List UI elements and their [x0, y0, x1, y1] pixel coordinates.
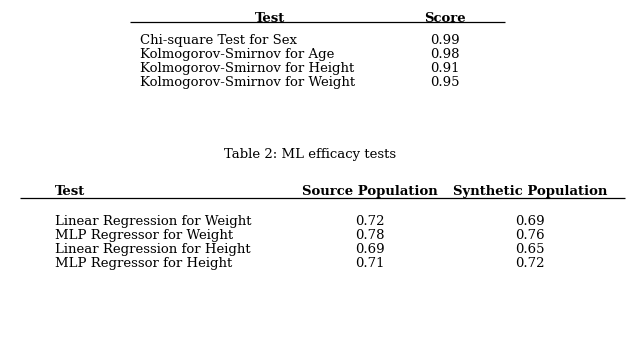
Text: 0.69: 0.69: [355, 243, 385, 256]
Text: 0.71: 0.71: [355, 257, 385, 270]
Text: 0.76: 0.76: [515, 229, 545, 242]
Text: 0.78: 0.78: [355, 229, 385, 242]
Text: Score: Score: [424, 12, 466, 25]
Text: 0.72: 0.72: [515, 257, 545, 270]
Text: Kolmogorov-Smirnov for Weight: Kolmogorov-Smirnov for Weight: [140, 76, 355, 89]
Text: Test: Test: [255, 12, 285, 25]
Text: Linear Regression for Weight: Linear Regression for Weight: [55, 215, 252, 228]
Text: MLP Regressor for Height: MLP Regressor for Height: [55, 257, 232, 270]
Text: Kolmogorov-Smirnov for Age: Kolmogorov-Smirnov for Age: [140, 48, 334, 61]
Text: Source Population: Source Population: [302, 185, 438, 198]
Text: 0.69: 0.69: [515, 215, 545, 228]
Text: 0.91: 0.91: [430, 62, 460, 75]
Text: Test: Test: [55, 185, 85, 198]
Text: Chi-square Test for Sex: Chi-square Test for Sex: [140, 34, 297, 47]
Text: Synthetic Population: Synthetic Population: [453, 185, 607, 198]
Text: 0.98: 0.98: [430, 48, 460, 61]
Text: Kolmogorov-Smirnov for Height: Kolmogorov-Smirnov for Height: [140, 62, 355, 75]
Text: 0.95: 0.95: [430, 76, 460, 89]
Text: 0.99: 0.99: [430, 34, 460, 47]
Text: Linear Regression for Height: Linear Regression for Height: [55, 243, 251, 256]
Text: Table 2: ML efficacy tests: Table 2: ML efficacy tests: [224, 148, 396, 161]
Text: 0.65: 0.65: [515, 243, 545, 256]
Text: 0.72: 0.72: [355, 215, 385, 228]
Text: MLP Regressor for Weight: MLP Regressor for Weight: [55, 229, 233, 242]
